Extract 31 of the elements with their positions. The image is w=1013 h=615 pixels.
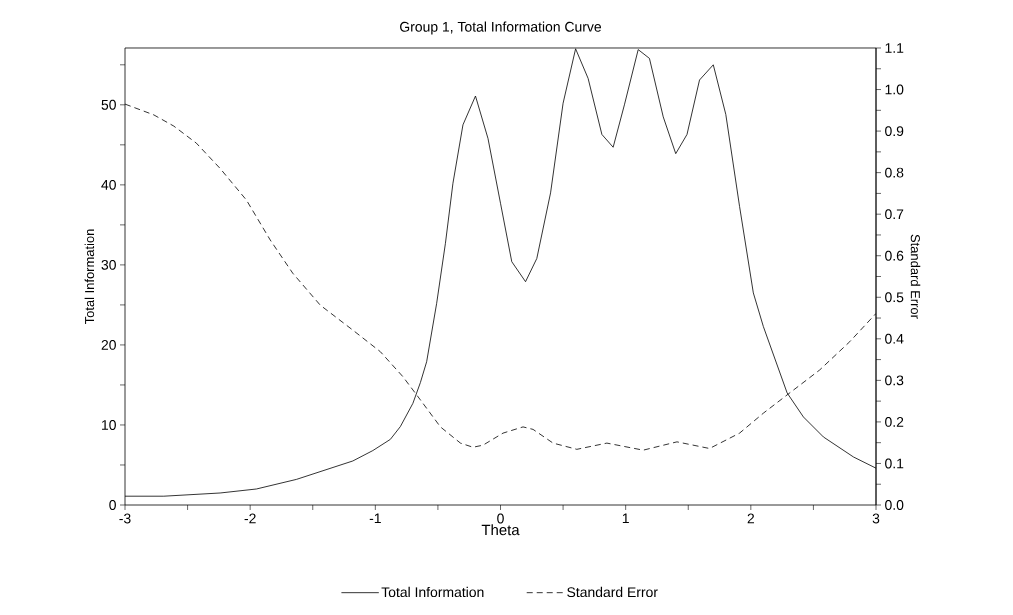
y-tick-label: 20	[101, 339, 116, 350]
y2-tick-label: 1.1	[885, 43, 904, 53]
y-tick-label: 50	[101, 99, 116, 110]
chart-title: Group 1, Total Information Curve	[400, 21, 602, 35]
x-tick-label: 1	[622, 513, 629, 524]
x-tick-label: 2	[747, 513, 755, 524]
legend-label: Standard Error	[567, 586, 658, 598]
y-axis-title: Total Information	[84, 229, 95, 325]
x-tick-label: 3	[872, 513, 880, 524]
y2-tick-label: 0.3	[885, 375, 904, 386]
y2-tick-label: 0.1	[885, 458, 904, 469]
legend-label: Total Information	[381, 586, 484, 598]
y-tick-label: 0	[109, 500, 116, 510]
x-axis-title: Theta	[481, 524, 520, 536]
y2-tick-label: 0.4	[885, 333, 904, 344]
x-tick-label: -1	[369, 513, 381, 524]
y-tick-label: 10	[102, 420, 116, 430]
y2-tick-label: 0.9	[885, 126, 904, 137]
y2-tick-label: 0.5	[885, 292, 904, 303]
y2-tick-label: 0.6	[885, 250, 904, 261]
y2-tick-label: 0.0	[885, 500, 904, 510]
x-tick-label: -3	[119, 513, 131, 524]
y2-tick-label: 0.2	[885, 416, 904, 427]
y2-axis-title: Standard Error	[910, 234, 921, 319]
y-tick-label: 30	[101, 259, 116, 270]
x-tick-label: 0	[497, 513, 504, 524]
x-tick-label: -2	[244, 513, 256, 524]
y2-tick-label: 0.7	[885, 209, 904, 220]
y2-tick-label: 1.0	[885, 84, 904, 95]
y-tick-label: 40	[101, 179, 116, 190]
y2-tick-label: 0.8	[885, 167, 904, 178]
